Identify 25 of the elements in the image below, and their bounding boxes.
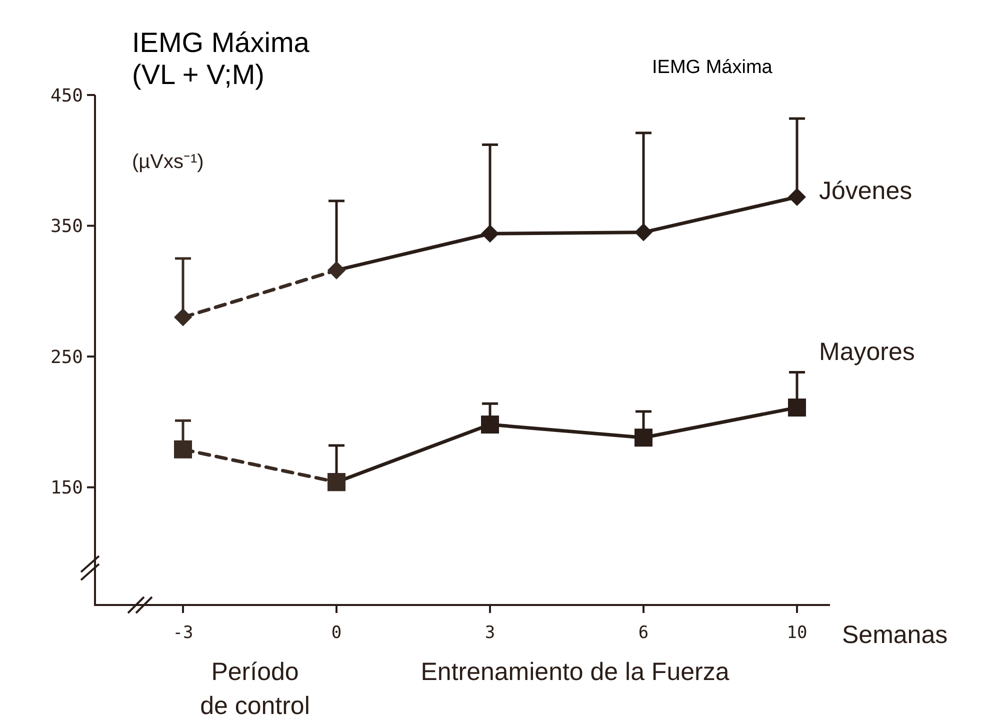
point [481,224,499,243]
point [174,440,192,458]
point [174,308,192,326]
point [634,223,652,242]
x-tick-label: 3 [484,623,496,643]
x-tick-label: 6 [638,623,649,643]
y-tick-label: 150 [50,478,83,499]
x-tick-label: 10 [786,623,808,643]
point [481,416,499,434]
series-label: Jóvenes [819,177,912,205]
x-axis-title: Semanas [842,621,948,649]
text: Entrenamiento de la Fuerza [420,658,730,686]
y-tick-label: 250 [50,346,83,368]
x-tick-label: -3 [172,623,194,643]
chart-title: IEMG Máxima (VL + V;M) [132,27,310,90]
y-tick-label: 350 [50,216,83,238]
series-label: Mayores [819,338,915,366]
y-tick-label: 450 [50,85,83,106]
point [788,398,806,417]
point [788,188,806,206]
y-axis-title: (µVxs⁻¹) [132,151,204,173]
x-tick-label: 0 [331,623,342,643]
chart-subtitle: IEMG Máxima [652,57,773,78]
point [634,428,652,447]
text: Período de control [200,658,310,720]
